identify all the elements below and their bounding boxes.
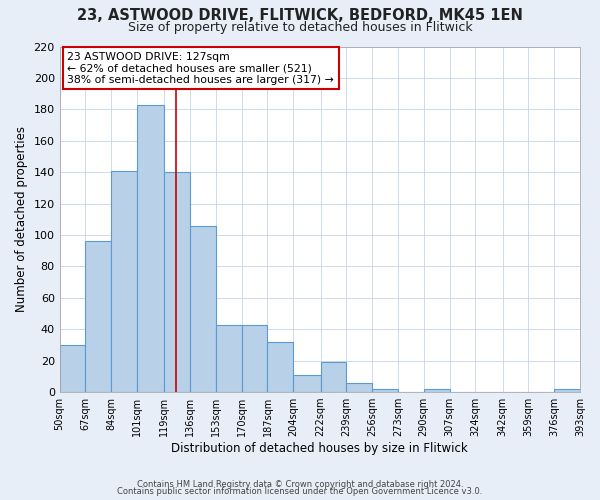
Bar	[164, 172, 190, 392]
Bar	[111, 170, 137, 392]
Bar	[424, 389, 449, 392]
Bar	[242, 324, 268, 392]
Bar	[554, 389, 580, 392]
Text: 23 ASTWOOD DRIVE: 127sqm
← 62% of detached houses are smaller (521)
38% of semi-: 23 ASTWOOD DRIVE: 127sqm ← 62% of detach…	[67, 52, 334, 85]
Bar	[320, 362, 346, 392]
Y-axis label: Number of detached properties: Number of detached properties	[15, 126, 28, 312]
Text: Contains public sector information licensed under the Open Government Licence v3: Contains public sector information licen…	[118, 488, 482, 496]
Bar	[137, 104, 164, 392]
Bar	[59, 345, 85, 392]
Bar	[346, 382, 372, 392]
Text: 23, ASTWOOD DRIVE, FLITWICK, BEDFORD, MK45 1EN: 23, ASTWOOD DRIVE, FLITWICK, BEDFORD, MK…	[77, 8, 523, 22]
Bar	[190, 226, 216, 392]
X-axis label: Distribution of detached houses by size in Flitwick: Distribution of detached houses by size …	[172, 442, 468, 455]
Bar	[293, 375, 320, 392]
Bar	[85, 242, 111, 392]
Bar	[216, 324, 242, 392]
Text: Size of property relative to detached houses in Flitwick: Size of property relative to detached ho…	[128, 21, 472, 34]
Text: Contains HM Land Registry data © Crown copyright and database right 2024.: Contains HM Land Registry data © Crown c…	[137, 480, 463, 489]
Bar	[268, 342, 293, 392]
Bar	[372, 389, 398, 392]
